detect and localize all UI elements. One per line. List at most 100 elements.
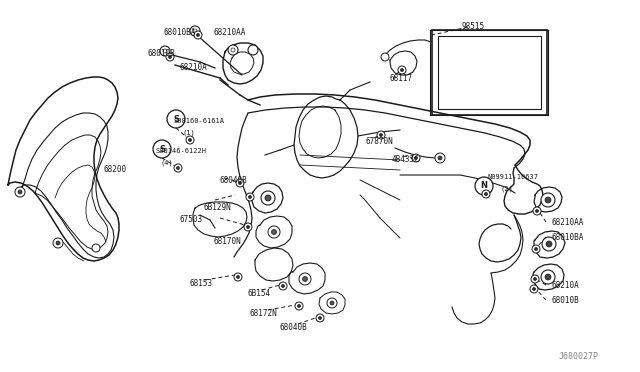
Text: 4B433C: 4B433C xyxy=(392,155,420,164)
Text: 68210AA: 68210AA xyxy=(551,218,584,227)
Circle shape xyxy=(166,53,174,61)
Text: 68040B: 68040B xyxy=(280,323,308,332)
Text: 68210AA: 68210AA xyxy=(213,28,245,37)
Circle shape xyxy=(174,164,182,172)
Circle shape xyxy=(377,131,385,139)
Text: J680027P: J680027P xyxy=(559,352,599,361)
Circle shape xyxy=(246,225,250,228)
Text: 68210A: 68210A xyxy=(551,281,579,290)
Text: (4): (4) xyxy=(160,160,173,167)
Circle shape xyxy=(398,66,406,74)
Circle shape xyxy=(189,138,191,141)
Circle shape xyxy=(246,193,254,201)
Circle shape xyxy=(533,207,541,215)
Text: N: N xyxy=(481,182,488,190)
Circle shape xyxy=(484,192,488,196)
Circle shape xyxy=(190,26,200,36)
Circle shape xyxy=(15,187,25,197)
Circle shape xyxy=(536,209,538,212)
Circle shape xyxy=(248,196,252,199)
Circle shape xyxy=(196,33,200,36)
Circle shape xyxy=(534,278,536,280)
Circle shape xyxy=(541,193,555,207)
Circle shape xyxy=(239,182,241,185)
Text: 67503: 67503 xyxy=(179,215,202,224)
Text: 98515: 98515 xyxy=(462,22,485,31)
Circle shape xyxy=(299,273,311,285)
Circle shape xyxy=(234,273,242,281)
Circle shape xyxy=(380,134,383,137)
Text: (1): (1) xyxy=(183,130,196,137)
Circle shape xyxy=(56,241,60,245)
Circle shape xyxy=(327,298,337,308)
Circle shape xyxy=(319,317,321,320)
Circle shape xyxy=(237,276,239,279)
Circle shape xyxy=(228,45,238,55)
Text: 68172N: 68172N xyxy=(249,309,276,318)
Circle shape xyxy=(236,179,244,187)
Circle shape xyxy=(53,238,63,248)
Circle shape xyxy=(438,156,442,160)
Circle shape xyxy=(415,157,417,160)
Circle shape xyxy=(401,68,403,71)
Circle shape xyxy=(163,49,167,53)
Circle shape xyxy=(330,301,334,305)
Circle shape xyxy=(541,270,555,284)
Circle shape xyxy=(261,191,275,205)
Text: S: S xyxy=(173,115,179,124)
Circle shape xyxy=(316,314,324,322)
Text: S: S xyxy=(159,144,165,154)
Circle shape xyxy=(92,244,100,252)
Circle shape xyxy=(186,136,194,144)
Text: 68117: 68117 xyxy=(389,74,412,83)
Circle shape xyxy=(279,282,287,290)
Circle shape xyxy=(193,29,197,33)
Circle shape xyxy=(412,154,420,162)
Text: 68010B: 68010B xyxy=(148,49,176,58)
Circle shape xyxy=(167,110,185,128)
Circle shape xyxy=(545,197,551,203)
Circle shape xyxy=(475,177,493,195)
Circle shape xyxy=(231,48,235,52)
Bar xyxy=(432,30,547,115)
Text: 68170N: 68170N xyxy=(214,237,242,246)
Text: N09911-10637: N09911-10637 xyxy=(487,174,538,180)
Circle shape xyxy=(532,288,536,291)
Circle shape xyxy=(153,140,171,158)
Circle shape xyxy=(194,31,202,39)
Circle shape xyxy=(244,223,252,231)
Circle shape xyxy=(542,237,556,251)
Text: 68040B: 68040B xyxy=(219,176,247,185)
Circle shape xyxy=(435,153,445,163)
Circle shape xyxy=(160,46,170,56)
Circle shape xyxy=(248,45,258,55)
Text: 67870N: 67870N xyxy=(365,137,393,146)
Circle shape xyxy=(545,274,551,280)
Text: 68153: 68153 xyxy=(190,279,213,288)
Text: S08160-6161A: S08160-6161A xyxy=(174,118,225,124)
Text: (2): (2) xyxy=(500,186,513,192)
Circle shape xyxy=(177,167,179,170)
Text: 68010BA: 68010BA xyxy=(551,233,584,242)
Circle shape xyxy=(268,226,280,238)
Text: S08146-6122H: S08146-6122H xyxy=(155,148,206,154)
Circle shape xyxy=(282,285,285,288)
Circle shape xyxy=(546,241,552,247)
Circle shape xyxy=(18,190,22,194)
Text: 68200: 68200 xyxy=(104,165,127,174)
Circle shape xyxy=(530,285,538,293)
Text: 68210A: 68210A xyxy=(180,63,208,72)
Text: 6B154: 6B154 xyxy=(247,289,270,298)
Circle shape xyxy=(295,302,303,310)
Bar xyxy=(438,36,541,109)
Text: 68010BA: 68010BA xyxy=(163,28,195,37)
Circle shape xyxy=(482,190,490,198)
Circle shape xyxy=(265,195,271,201)
Circle shape xyxy=(381,53,389,61)
Circle shape xyxy=(168,55,172,58)
Circle shape xyxy=(534,247,538,250)
Circle shape xyxy=(298,305,301,308)
Text: 6B129N: 6B129N xyxy=(203,203,231,212)
Circle shape xyxy=(271,230,276,234)
Text: 68010B: 68010B xyxy=(551,296,579,305)
